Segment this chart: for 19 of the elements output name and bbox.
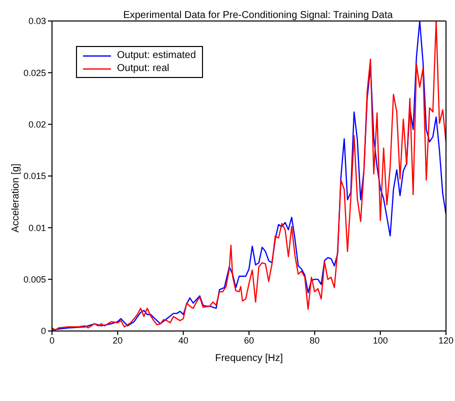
y-tick-label: 0.02 xyxy=(28,120,46,130)
y-axis-title: Acceleration [g] xyxy=(10,164,22,232)
legend-label: Output: estimated xyxy=(117,49,196,62)
x-tick-label: 60 xyxy=(244,335,254,346)
y-tick-label: 0.03 xyxy=(28,16,46,26)
x-axis-title: Frequency [Hz] xyxy=(215,353,284,364)
chart-title: Experimental Data for Pre-Conditioning Signal: Training Data xyxy=(122,10,394,21)
y-tick-label: 0.015 xyxy=(23,171,46,182)
x-tick-label: 40 xyxy=(178,335,188,346)
x-tick-label: 0 xyxy=(49,335,55,346)
x-tick-label: 20 xyxy=(112,335,123,346)
y-tick-label: 0.025 xyxy=(23,68,46,78)
y-tick-label: 0 xyxy=(40,326,46,336)
y-tick-label: 0.005 xyxy=(23,274,46,285)
x-tick-label: 120 xyxy=(438,335,454,346)
x-tick-label: 80 xyxy=(310,335,320,346)
x-tick-label: 100 xyxy=(372,335,388,346)
legend-label: Output: real xyxy=(117,62,170,75)
y-tick-label: 0.01 xyxy=(28,222,46,233)
